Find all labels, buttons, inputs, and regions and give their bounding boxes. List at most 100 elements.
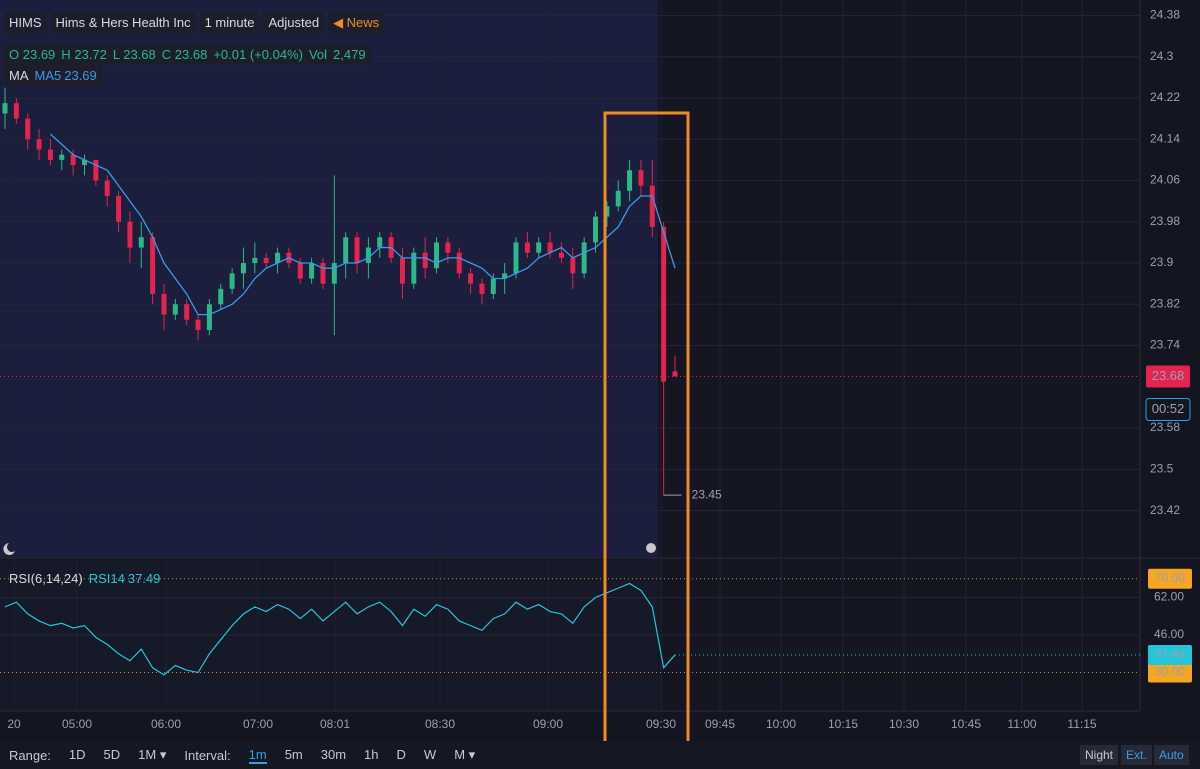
ma-legend: MA MA5 23.69 bbox=[4, 65, 102, 86]
company-name: Hims & Hers Health Inc bbox=[50, 12, 196, 34]
x-tick-label: 09:00 bbox=[533, 717, 563, 731]
ma-name: MA5 bbox=[34, 68, 62, 83]
ma-value: 23.69 bbox=[64, 68, 97, 83]
candle-body bbox=[195, 319, 201, 331]
candle-body bbox=[638, 170, 644, 186]
candle-body bbox=[649, 185, 655, 227]
candle-body bbox=[331, 263, 337, 284]
x-tick-label: 20 bbox=[7, 717, 21, 731]
rsi-value: 37.49 bbox=[127, 571, 161, 586]
range-label: Range: bbox=[9, 747, 51, 763]
candle-body bbox=[252, 257, 258, 264]
rsi-tick-label: 70.00 bbox=[1155, 571, 1185, 585]
toolbar: Range: 1D 5D 1M ▾ Interval: 1m 5m 30m 1h D W M ▾ bbox=[0, 741, 1200, 769]
adjust[interactable]: Adjusted bbox=[263, 12, 325, 34]
candle-body bbox=[593, 216, 599, 243]
candle-body bbox=[456, 252, 462, 274]
candle-body bbox=[377, 237, 383, 248]
candle-body bbox=[229, 273, 235, 289]
news-label: News bbox=[346, 15, 380, 30]
range-button[interactable]: 1M ▾ bbox=[138, 747, 167, 762]
price-badge-label: 23.68 bbox=[1152, 368, 1185, 383]
rsi-title: RSI(6,14,24) bbox=[9, 571, 83, 586]
candle-body bbox=[81, 159, 87, 166]
candle-body bbox=[468, 273, 474, 284]
candle-body bbox=[502, 273, 508, 279]
x-tick-label: 06:00 bbox=[151, 717, 181, 731]
rsi-line bbox=[4, 582, 676, 676]
interval-button[interactable]: M ▾ bbox=[454, 746, 476, 762]
mode-button[interactable]: Ext. bbox=[1121, 745, 1152, 765]
rsi-band-badge bbox=[1148, 568, 1192, 589]
candle-body bbox=[240, 263, 246, 274]
ohlc-value: 23.68 bbox=[174, 47, 208, 62]
candle-body bbox=[581, 242, 587, 274]
candle-body bbox=[172, 304, 178, 315]
candle-body bbox=[422, 252, 428, 269]
ohlc-item: L 23.68 bbox=[113, 47, 156, 62]
candle-body bbox=[399, 257, 405, 284]
y-tick-label: 24.22 bbox=[1150, 90, 1180, 104]
rsi-current-label: 37.49 bbox=[1155, 647, 1185, 661]
rsi-band-badge bbox=[1148, 662, 1192, 683]
header-row: HIMS Hims & Hers Health Inc 1 minute Adj… bbox=[4, 12, 385, 34]
news[interactable]: ◀ News bbox=[328, 12, 385, 34]
x-tick-label: 09:30 bbox=[646, 717, 676, 731]
y-tick-label: 23.82 bbox=[1150, 296, 1180, 310]
rsi-current-badge bbox=[1148, 644, 1192, 665]
y-tick-label: 23.9 bbox=[1150, 255, 1174, 269]
ohlc-item: O 23.69 bbox=[9, 47, 55, 62]
countdown-badge bbox=[1145, 397, 1191, 421]
candle-body bbox=[479, 283, 485, 294]
interval-button[interactable]: 30m bbox=[320, 746, 347, 762]
candle-body bbox=[547, 242, 553, 253]
ohlc-key: L bbox=[112, 47, 120, 62]
candle-body bbox=[47, 149, 53, 160]
candle-body bbox=[70, 154, 76, 166]
y-tick-label: 23.74 bbox=[1150, 338, 1180, 352]
x-tick-label: 11:00 bbox=[1007, 717, 1036, 731]
intervals: 1m 5m 30m 1h D W M ▾ bbox=[240, 747, 485, 764]
rsi-legend: RSI(6,14,24) RSI14 37.49 bbox=[4, 568, 165, 589]
candle-body bbox=[320, 263, 326, 284]
range-button[interactable]: 5D bbox=[103, 747, 121, 762]
interval[interactable]: 1 minute bbox=[199, 12, 260, 34]
change: +0.01 (+0.04%) bbox=[213, 47, 303, 62]
y-tick-label: 23.98 bbox=[1150, 214, 1180, 228]
candle-body bbox=[536, 242, 542, 253]
ohlc-row: O 23.69 H 23.72 L 23.68 C 23.68 +0.01 (+0.0… bbox=[4, 44, 371, 65]
candle-body bbox=[434, 242, 440, 269]
candle-body bbox=[275, 252, 281, 264]
x-tick-label: 07:00 bbox=[243, 717, 273, 731]
volume: 2,479 bbox=[333, 47, 366, 62]
ohlc-value: 23.68 bbox=[123, 47, 156, 62]
interval-button[interactable]: D bbox=[396, 746, 406, 762]
candle-body bbox=[354, 237, 360, 264]
candle-body bbox=[36, 139, 42, 150]
y-tick-label: 23.42 bbox=[1150, 503, 1180, 517]
x-tick-label: 10:30 bbox=[889, 717, 919, 731]
mode-button[interactable]: Auto bbox=[1154, 745, 1189, 765]
interval-button[interactable]: W bbox=[423, 746, 437, 762]
mode-button[interactable]: Night bbox=[1080, 745, 1119, 765]
candle-body bbox=[25, 118, 31, 140]
ohlc-value: 23.72 bbox=[74, 47, 107, 62]
candle-body bbox=[184, 304, 190, 320]
candle-body bbox=[309, 263, 315, 279]
interval-button[interactable]: 5m bbox=[284, 746, 303, 762]
rsi-tick-label: 62.00 bbox=[1154, 590, 1184, 604]
interval-button[interactable]: 1h bbox=[364, 746, 379, 762]
symbol[interactable]: HIMS bbox=[4, 12, 47, 34]
candle-body bbox=[263, 257, 269, 264]
candle-body bbox=[615, 190, 621, 207]
candle-body bbox=[445, 242, 451, 253]
y-tick-label: 24.38 bbox=[1150, 8, 1180, 22]
ranges: 1D 5D 1M ▾ bbox=[60, 747, 175, 763]
candle-body bbox=[297, 263, 303, 279]
x-tick-label: 08:01 bbox=[320, 717, 350, 731]
range-button[interactable]: 1D bbox=[68, 747, 86, 762]
rsi-tick-label: 30.00 bbox=[1155, 665, 1185, 679]
ohlc-item: C 23.68 bbox=[162, 47, 208, 62]
interval-button[interactable]: 1m bbox=[248, 746, 267, 764]
